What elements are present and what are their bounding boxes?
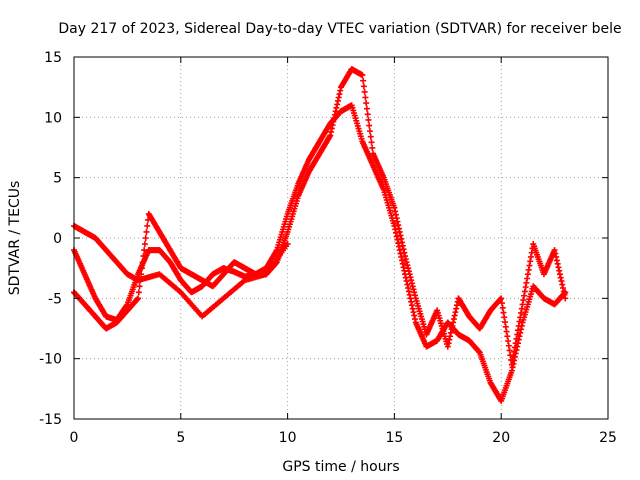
x-axis-label: GPS time / hours <box>282 459 399 475</box>
y-tick-label: 10 <box>44 110 62 126</box>
data-point <box>135 295 142 302</box>
x-tick-label: 5 <box>176 430 185 446</box>
x-tick-label: 25 <box>599 430 617 446</box>
x-tick-label: 15 <box>385 430 403 446</box>
y-tick-labels: -15 -10 -5 0 5 10 15 <box>39 50 62 428</box>
data-point <box>360 83 367 90</box>
data-points <box>71 66 569 404</box>
data-point <box>362 94 369 101</box>
data-point <box>361 88 368 95</box>
data-point <box>135 289 142 296</box>
data-point <box>138 265 145 272</box>
x-tick-label: 20 <box>492 430 510 446</box>
data-point <box>138 271 145 278</box>
data-point <box>364 111 371 118</box>
y-tick-label: -5 <box>48 291 62 307</box>
data-point <box>369 144 376 151</box>
data-point <box>367 133 374 140</box>
data-point <box>284 241 291 248</box>
data-point <box>366 122 373 129</box>
data-point <box>368 139 375 146</box>
x-tick-label: 10 <box>279 430 297 446</box>
data-point <box>562 295 569 302</box>
chart-title: Day 217 of 2023, Sidereal Day-to-day VTE… <box>58 21 621 37</box>
x-tick-label: 0 <box>70 430 79 446</box>
y-tick-label: 15 <box>44 50 62 66</box>
y-tick-label: -15 <box>39 412 62 428</box>
y-tick-label: 0 <box>53 231 62 247</box>
data-point <box>359 72 366 79</box>
data-point <box>360 77 367 84</box>
data-point <box>143 228 150 235</box>
data-point <box>142 235 149 241</box>
x-tick-labels: 0 5 10 15 20 25 <box>70 430 617 446</box>
data-point <box>141 241 148 248</box>
data-point <box>144 222 151 229</box>
data-point <box>365 116 372 123</box>
data-point <box>363 105 370 112</box>
y-axis-label: SDTVAR / TECUs <box>7 181 23 296</box>
data-point <box>139 259 146 266</box>
y-tick-label: 5 <box>53 171 62 187</box>
data-point <box>366 128 373 135</box>
y-tick-label: -10 <box>39 352 62 368</box>
tick-marks <box>73 56 609 420</box>
data-point <box>363 100 370 107</box>
data-point <box>140 253 147 260</box>
series-track-c <box>71 222 291 320</box>
data-point <box>136 283 143 290</box>
data-point <box>141 247 148 254</box>
